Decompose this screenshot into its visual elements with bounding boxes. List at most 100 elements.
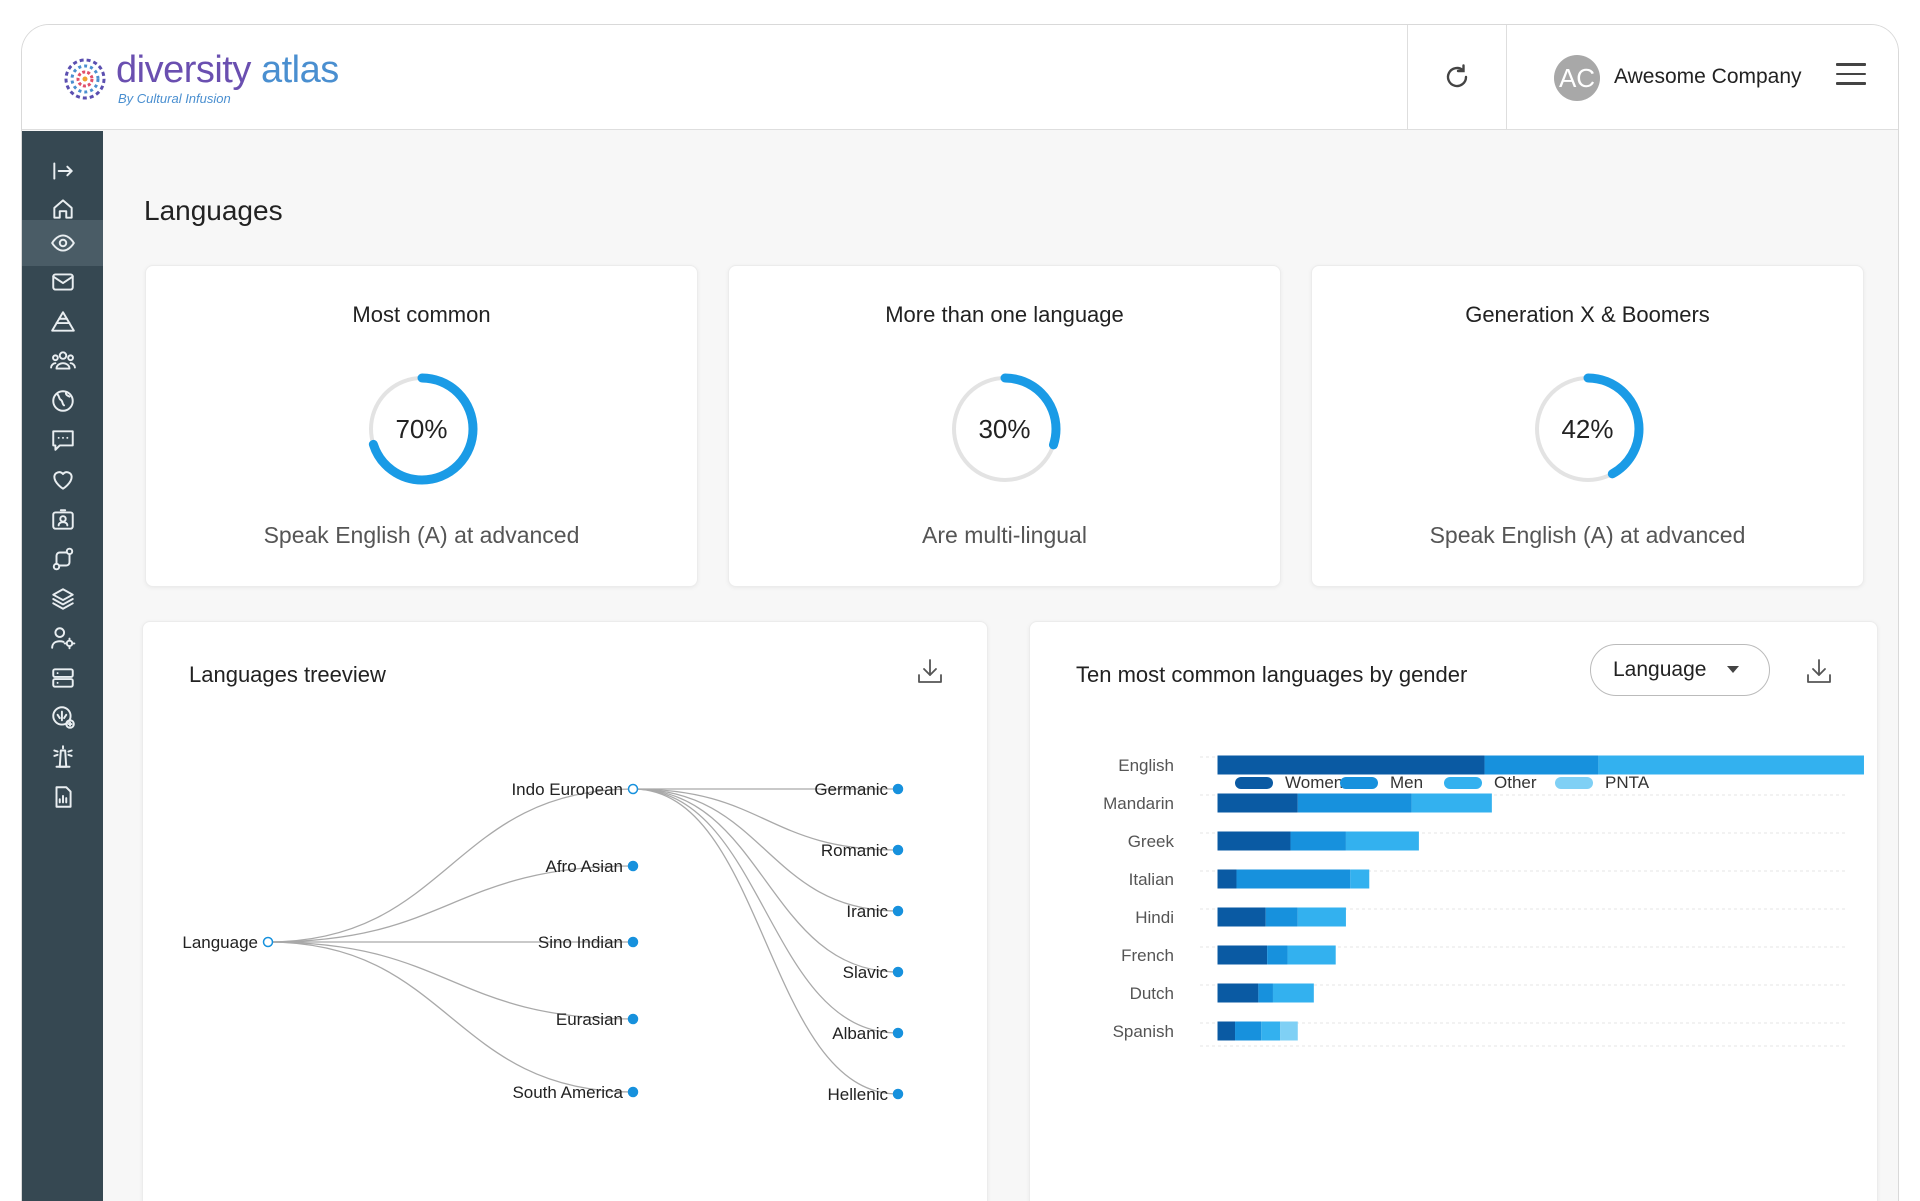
ring-progress bbox=[1532, 373, 1643, 485]
refresh-button[interactable] bbox=[1437, 57, 1477, 97]
globe-icon bbox=[51, 390, 74, 412]
page-title: Languages bbox=[144, 195, 283, 226]
route-icon bbox=[52, 547, 73, 571]
bar-segment[interactable] bbox=[1345, 831, 1419, 851]
stat-value: 30% bbox=[978, 414, 1031, 444]
category-label: Italian bbox=[1129, 870, 1174, 889]
bar-segment[interactable] bbox=[1267, 945, 1288, 965]
bar-segment[interactable] bbox=[1297, 793, 1412, 813]
treeview-panel: Languages treeview Language Indo European… bbox=[142, 621, 988, 1201]
bar-segment[interactable] bbox=[1217, 1021, 1236, 1041]
tree-label: South America bbox=[512, 1083, 623, 1102]
sidebar-item-wellbeing[interactable] bbox=[22, 457, 103, 503]
bar-segment[interactable] bbox=[1265, 907, 1298, 927]
tree-node[interactable] bbox=[627, 783, 639, 795]
legend-swatch bbox=[1235, 777, 1273, 789]
sidebar-item-messages[interactable] bbox=[22, 259, 103, 305]
bar-segment[interactable] bbox=[1598, 755, 1864, 775]
bar-segment[interactable] bbox=[1280, 1021, 1298, 1041]
sidebar-item-profiles[interactable] bbox=[22, 497, 103, 543]
download-button[interactable] bbox=[914, 655, 946, 687]
tree-label: Albanic bbox=[832, 1024, 888, 1043]
treeview-chart: Language Indo European Afro Asian Sino Indi… bbox=[182, 780, 904, 1104]
sidebar-item-user-settings[interactable] bbox=[22, 615, 103, 661]
tree-node[interactable] bbox=[892, 783, 904, 795]
bar-segment[interactable] bbox=[1217, 983, 1259, 1003]
category-label: Greek bbox=[1128, 832, 1175, 851]
bar-segment[interactable] bbox=[1235, 1021, 1262, 1041]
bar-segment[interactable] bbox=[1217, 755, 1485, 775]
tree-node[interactable] bbox=[892, 844, 904, 856]
download-button[interactable] bbox=[1803, 655, 1835, 687]
bar-segment[interactable] bbox=[1258, 983, 1273, 1003]
hamburger-menu-button[interactable] bbox=[1836, 63, 1866, 89]
eye-icon bbox=[50, 234, 75, 252]
tree-label: Romanic bbox=[821, 841, 889, 860]
sidebar-item-collapse[interactable] bbox=[22, 148, 103, 194]
header-divider bbox=[1506, 25, 1507, 129]
group-by-dropdown[interactable]: Language bbox=[1590, 644, 1770, 696]
tree-link bbox=[632, 788, 899, 912]
bar-segment[interactable] bbox=[1217, 907, 1266, 927]
bar-segment[interactable] bbox=[1236, 869, 1351, 889]
home-icon bbox=[52, 199, 73, 219]
sidebar-item-data[interactable] bbox=[22, 655, 103, 701]
sidebar-item-hierarchy[interactable] bbox=[22, 299, 103, 345]
bar-segment[interactable] bbox=[1287, 945, 1336, 965]
tree-link bbox=[267, 788, 634, 943]
sidebar bbox=[22, 131, 103, 1201]
sidebar-item-reports[interactable] bbox=[22, 774, 103, 820]
tree-node[interactable] bbox=[892, 966, 904, 978]
tree-node[interactable] bbox=[627, 936, 639, 948]
stat-caption: Are multi-lingual bbox=[922, 522, 1087, 548]
sidebar-item-people[interactable] bbox=[22, 338, 103, 384]
logo-subtitle: By Cultural Infusion bbox=[118, 91, 231, 106]
company-name[interactable]: Awesome Company bbox=[1614, 65, 1802, 88]
tree-label: Iranic bbox=[846, 902, 888, 921]
app-logo[interactable]: diversity atlas By Cultural Infusion bbox=[62, 51, 339, 106]
sidebar-item-feedback[interactable] bbox=[22, 417, 103, 463]
sidebar-item-journeys[interactable] bbox=[22, 536, 103, 582]
bar-segment[interactable] bbox=[1217, 869, 1237, 889]
stat-title: Most common bbox=[352, 302, 491, 327]
bar-segment[interactable] bbox=[1350, 869, 1370, 889]
tree-label: Germanic bbox=[814, 780, 888, 799]
tree-node[interactable] bbox=[627, 1086, 639, 1098]
heart-icon bbox=[52, 471, 73, 490]
tree-node[interactable] bbox=[892, 1027, 904, 1039]
tree-node[interactable] bbox=[892, 1088, 904, 1100]
tree-label: Language bbox=[182, 933, 258, 952]
stat-value: 70% bbox=[395, 414, 448, 444]
tree-node[interactable] bbox=[892, 905, 904, 917]
bar-segment[interactable] bbox=[1272, 983, 1314, 1003]
sidebar-item-overview[interactable] bbox=[22, 220, 103, 266]
legend-swatch bbox=[1444, 777, 1482, 789]
bar-segment[interactable] bbox=[1217, 945, 1268, 965]
sidebar-item-layers[interactable] bbox=[22, 576, 103, 622]
legend-label: Men bbox=[1390, 773, 1423, 792]
bar-segment[interactable] bbox=[1217, 831, 1291, 851]
bar-segment[interactable] bbox=[1217, 793, 1298, 813]
bar-segment[interactable] bbox=[1484, 755, 1599, 775]
legend-label: Other bbox=[1494, 773, 1537, 792]
tree-node[interactable] bbox=[627, 860, 639, 872]
lighthouse-icon bbox=[52, 745, 73, 768]
avatar[interactable]: AC bbox=[1554, 55, 1600, 101]
bar-segment[interactable] bbox=[1290, 831, 1346, 851]
tree-link bbox=[632, 788, 899, 851]
bar-segment[interactable] bbox=[1261, 1021, 1281, 1041]
sidebar-item-compliance[interactable] bbox=[22, 694, 103, 740]
bar-segment[interactable] bbox=[1297, 907, 1346, 927]
tree-link bbox=[267, 941, 634, 1020]
sidebar-item-insights[interactable] bbox=[22, 734, 103, 780]
tree-node[interactable] bbox=[262, 936, 274, 948]
stat-title: Generation X & Boomers bbox=[1465, 302, 1710, 327]
tree-label: Hellenic bbox=[828, 1085, 889, 1104]
stat-ring bbox=[1532, 373, 1643, 485]
bar-segment[interactable] bbox=[1411, 793, 1492, 813]
sidebar-item-home[interactable] bbox=[22, 186, 103, 232]
tree-node[interactable] bbox=[627, 1013, 639, 1025]
top-header: diversity atlas By Cultural Infusion AC … bbox=[22, 25, 1898, 130]
sidebar-item-world[interactable] bbox=[22, 378, 103, 424]
legend-label: PNTA bbox=[1605, 773, 1650, 792]
